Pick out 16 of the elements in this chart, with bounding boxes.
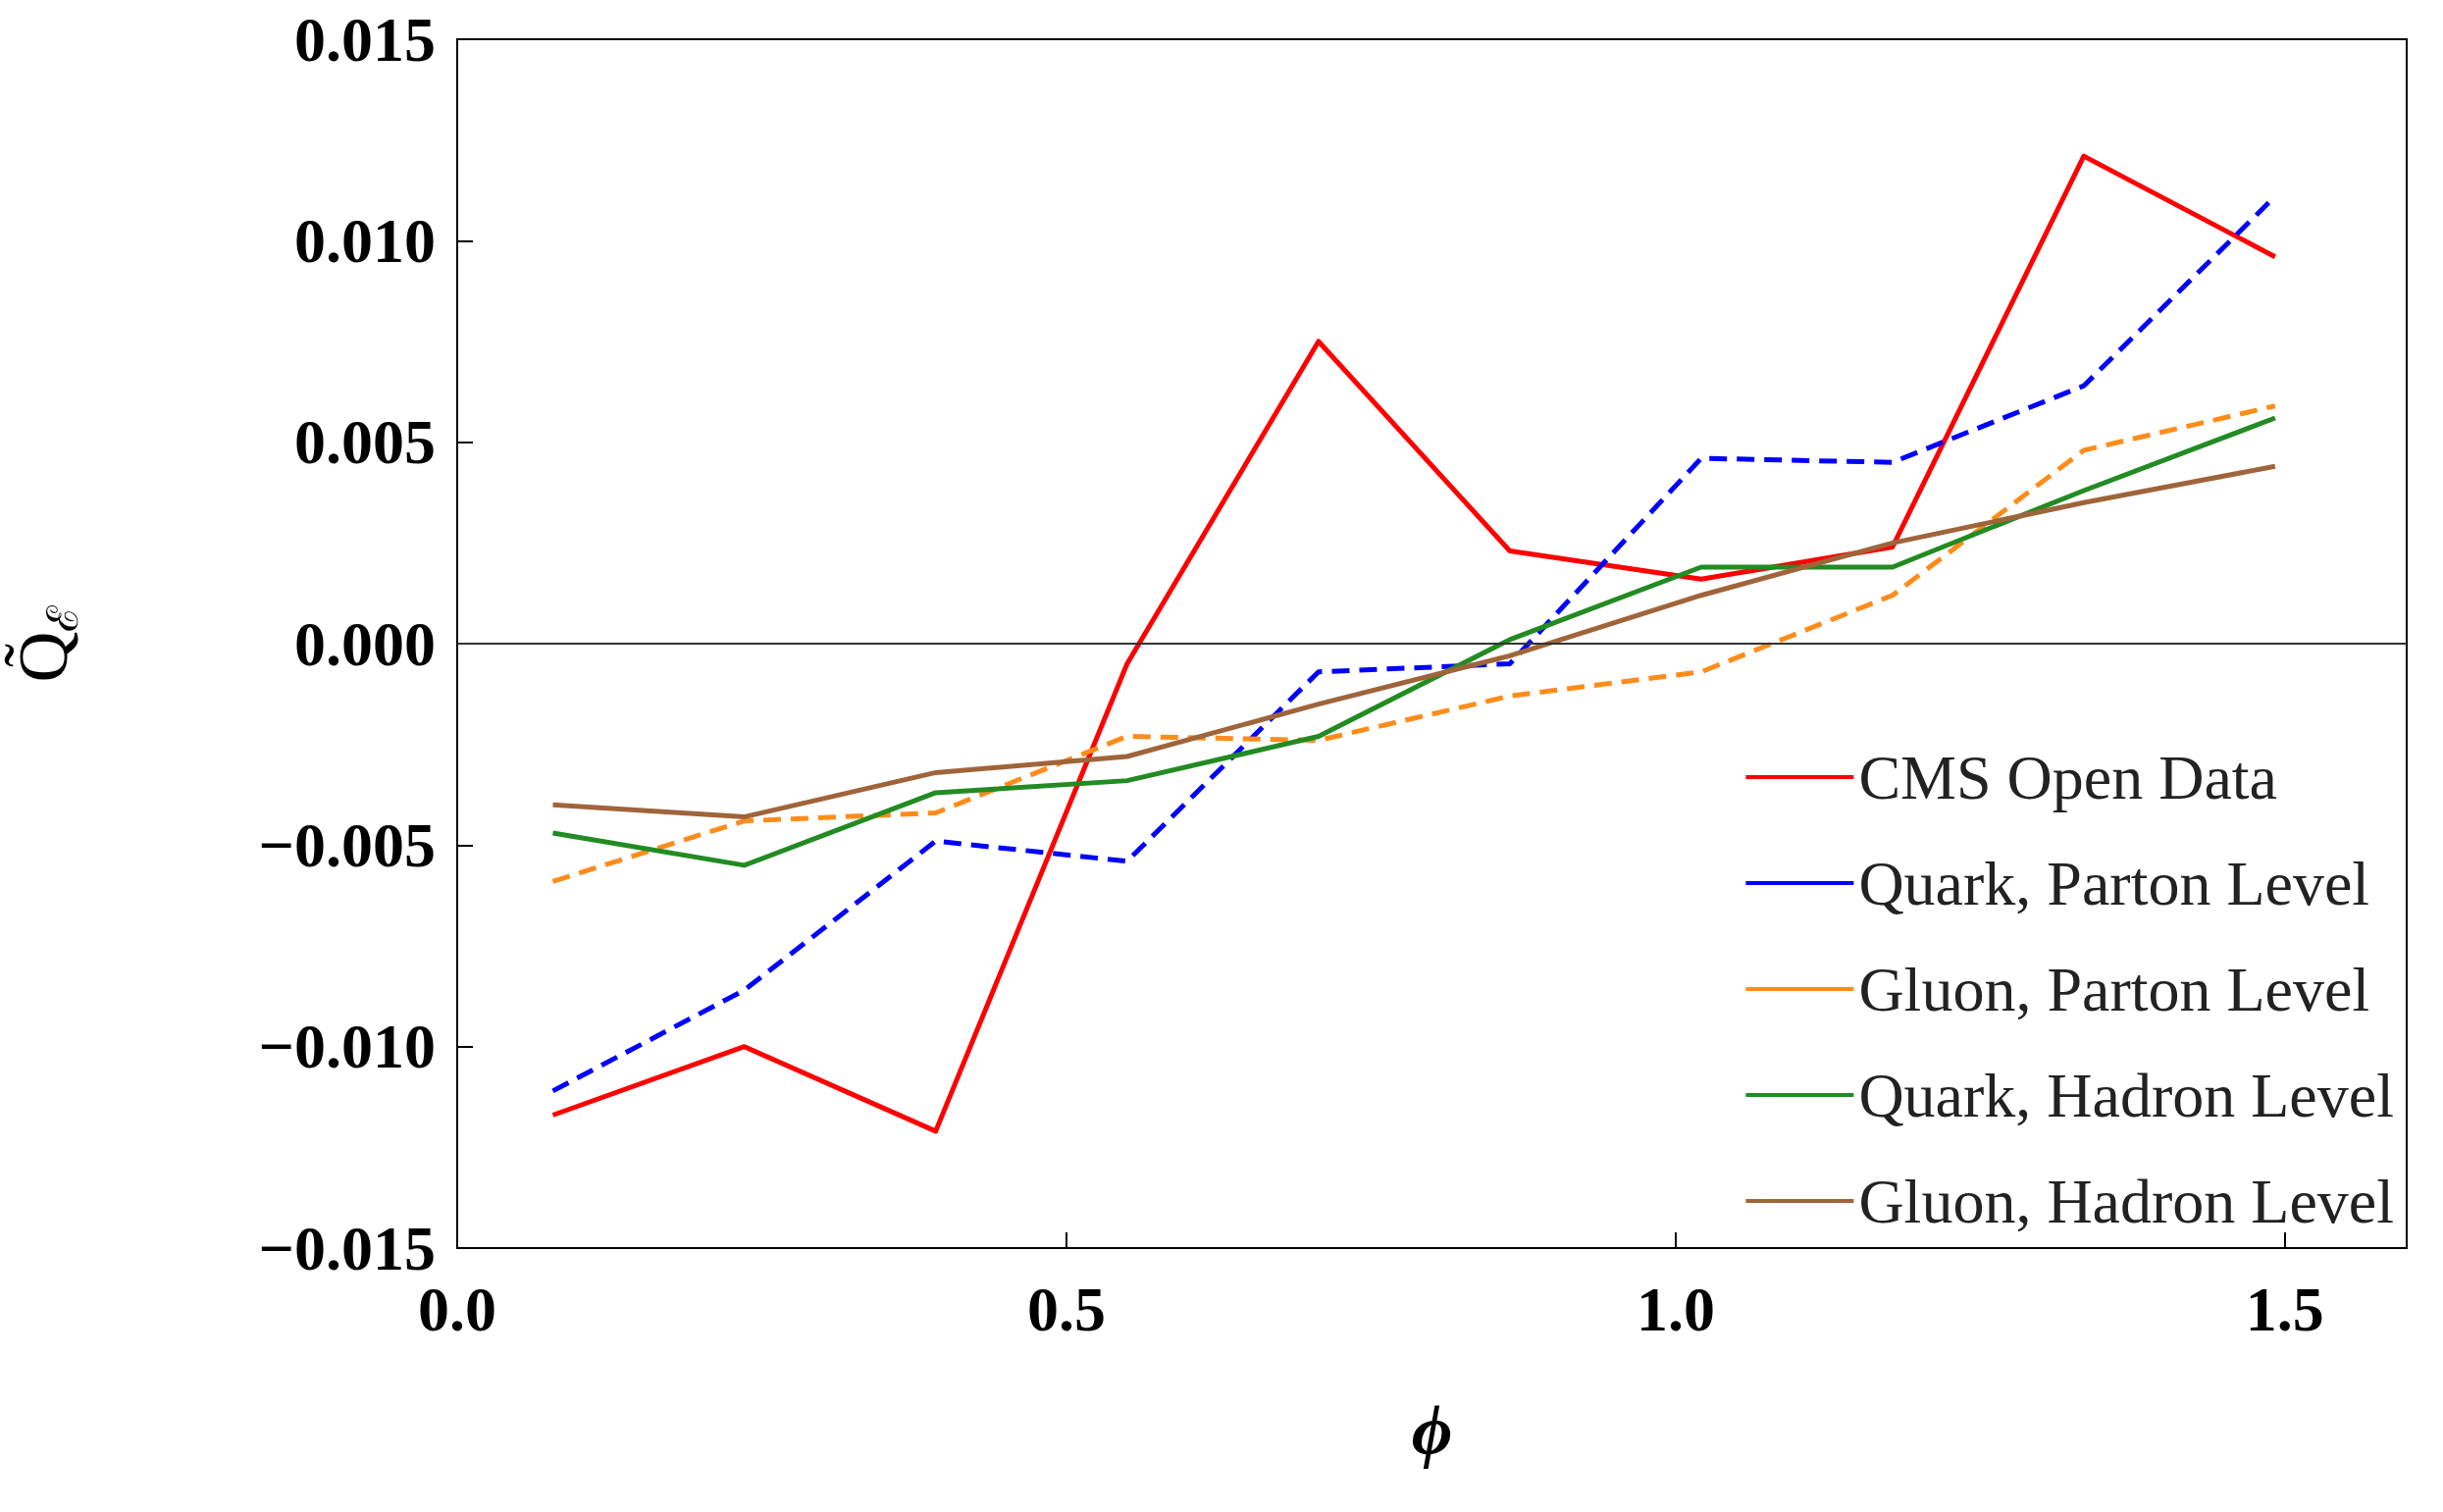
legend-label: Gluon, Parton Level [1858,954,2370,1024]
y-tick-label: 0.005 [294,407,436,478]
legend-label: Quark, Hadron Level [1858,1060,2394,1130]
y-tick-label: 0.015 [294,4,436,75]
x-axis-title: ϕ [1411,1391,1453,1470]
legend-label: Gluon, Hadron Level [1858,1166,2394,1236]
y-tick-label: 0.010 [294,205,436,276]
x-tick-label: 1.5 [2245,1274,2324,1344]
x-tick-label: 0.5 [1026,1274,1106,1344]
y-tick-label: 0.000 [294,608,436,679]
legend-label: CMS Open Data [1858,742,2277,812]
y-axis-title: Q̃ℰ [4,604,87,683]
y-tick-label: −0.010 [258,1012,436,1082]
legend-label: Quark, Parton Level [1858,848,2370,918]
y-tick-label: −0.005 [258,809,436,880]
x-tick-label: 1.0 [1636,1274,1715,1344]
